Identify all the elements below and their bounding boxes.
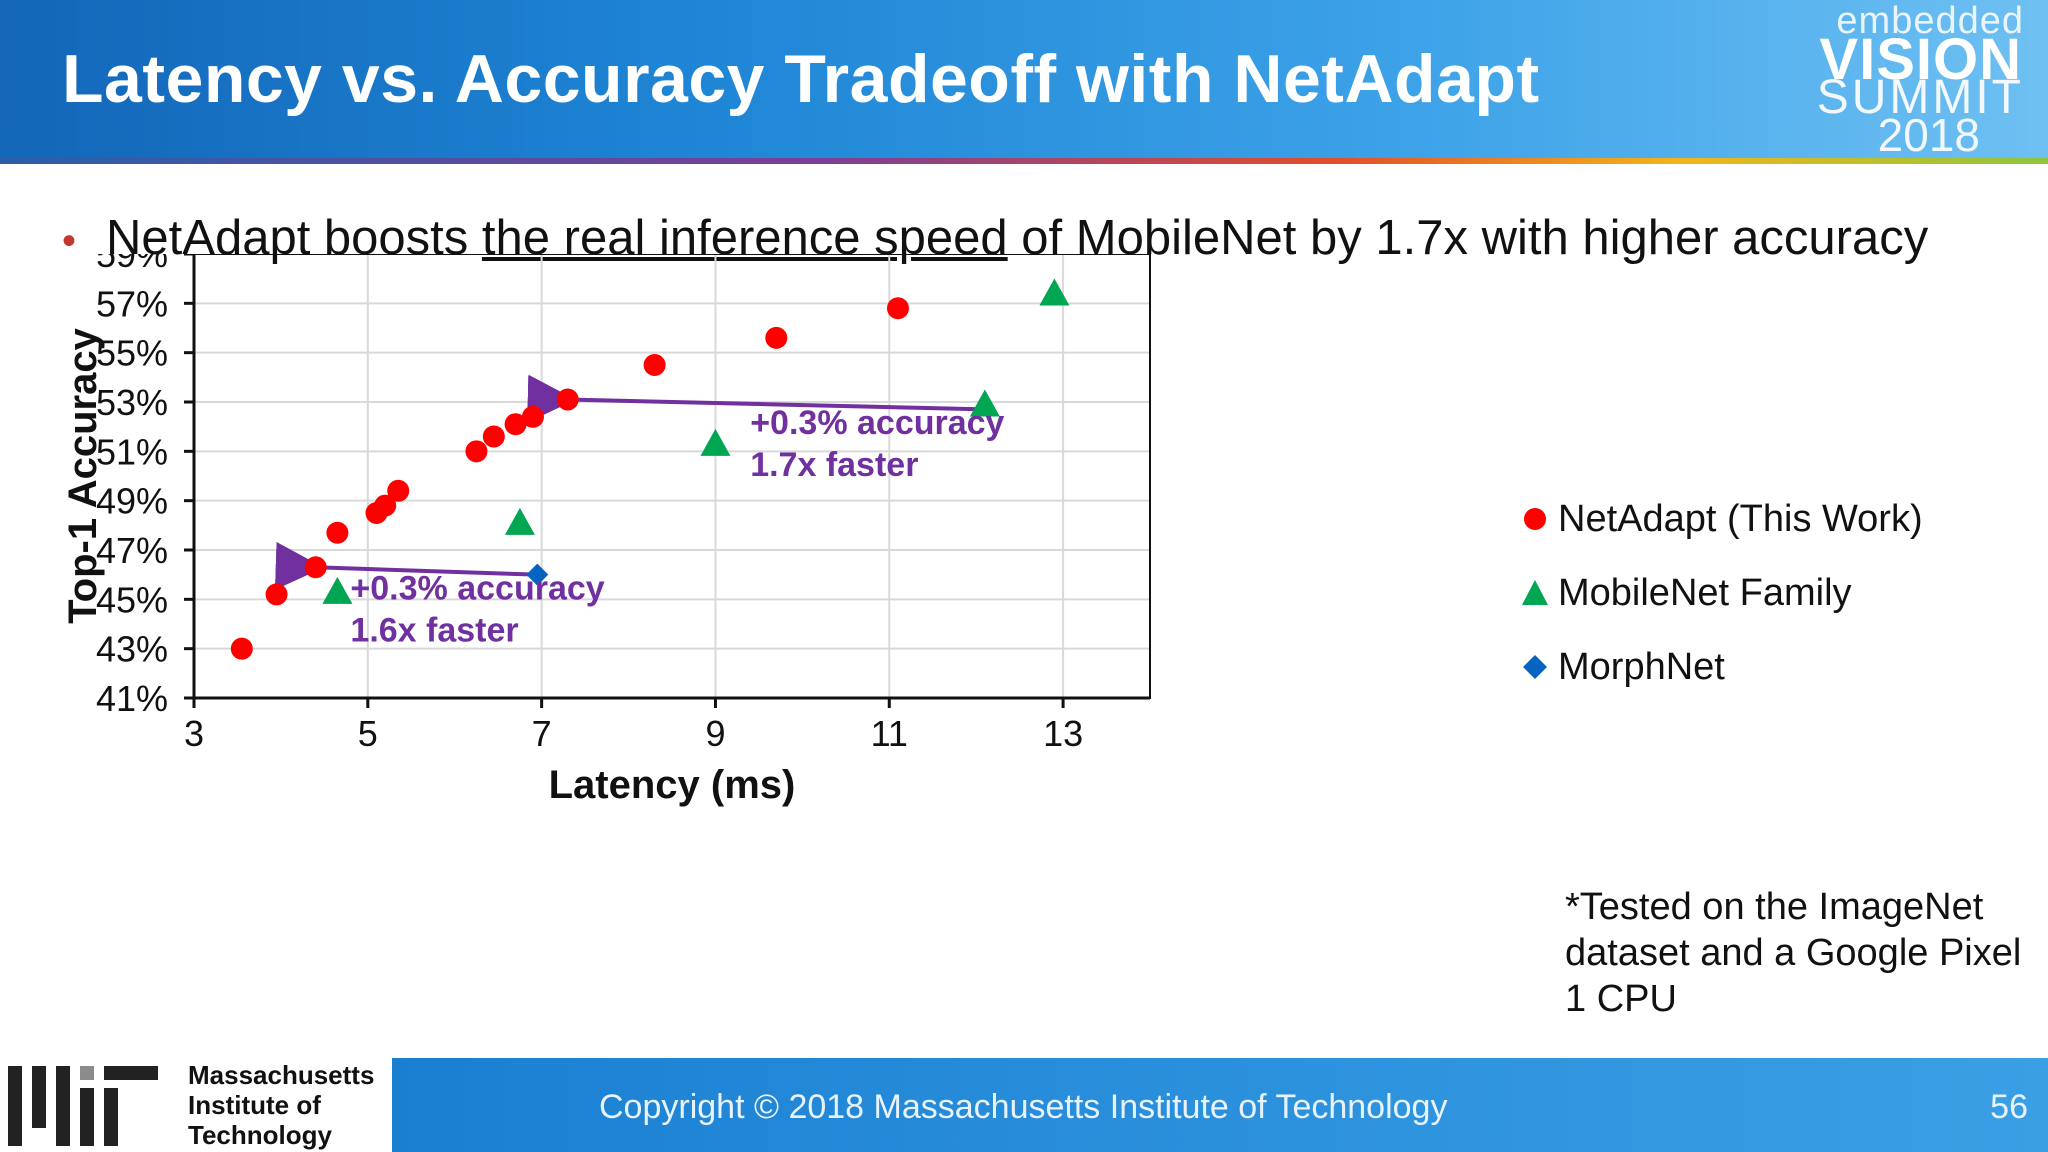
embedded-vision-summit-logo: embedded VISION SUMMIT 2018 — [1817, 0, 2024, 161]
green-triangle-marker-icon — [1522, 580, 1548, 605]
y-tick-label: 49% — [96, 481, 168, 522]
netadapt-point — [504, 413, 527, 436]
mit-name-line-1: Massachusetts — [188, 1060, 375, 1090]
mobilenet-point — [504, 507, 535, 535]
x-tick-label: 11 — [871, 713, 908, 754]
x-axis-title: Latency (ms) — [549, 763, 796, 807]
latency-accuracy-chart: 41% 43% 45% 47% 49% 51% 53% 55% 57% 59% 3 5 7 9 11 13 La… — [61, 254, 1151, 807]
netadapt-point — [521, 405, 544, 428]
netadapt-point — [465, 440, 488, 463]
footer-bar — [392, 1058, 2048, 1152]
netadapt-point — [387, 479, 410, 502]
slide-header: Latency vs. Accuracy Tradeoff with NetAd… — [0, 0, 2048, 161]
y-tick-label: 59% — [96, 254, 168, 275]
header-color-rule — [0, 158, 2048, 164]
x-tick-label: 9 — [705, 713, 725, 754]
netadapt-point — [886, 297, 909, 320]
mit-logo-icon — [8, 1066, 158, 1146]
netadapt-point — [230, 637, 253, 660]
legend-label: MorphNet — [1558, 646, 1725, 688]
y-tick-label: 53% — [96, 382, 168, 423]
bullet-point: • NetAdapt boosts the real inference spee… — [62, 210, 1928, 266]
bullet-text-underlined: the real inference speed — [481, 211, 1008, 265]
x-tick-label: 13 — [1043, 713, 1083, 754]
plot-frame — [193, 254, 1151, 699]
annotation-label-accuracy: +0.3% accuracy — [750, 404, 1004, 442]
mit-name-line-2: Institute of — [188, 1090, 321, 1120]
y-tick-label: 55% — [96, 333, 168, 374]
brand-line-year: 2018 — [1877, 109, 1980, 161]
mobilenet-point — [969, 389, 1000, 417]
netadapt-point — [556, 388, 579, 411]
bullet-text-start: NetAdapt boosts — [106, 211, 482, 265]
mobilenet-point — [700, 428, 731, 456]
mit-name: Massachusetts Institute of Technology — [188, 1060, 374, 1150]
annotation-arrow — [274, 541, 538, 590]
y-tick-label: 45% — [96, 579, 168, 620]
netadapt-point — [643, 354, 666, 376]
mit-name-line-3: Technology — [188, 1120, 332, 1150]
morphnet-point — [526, 563, 549, 586]
legend-label: NetAdapt (This Work) — [1558, 498, 1923, 540]
mobilenet-point — [1039, 278, 1070, 306]
test-footnote: *Tested on the ImageNet dataset and a Go… — [1565, 886, 2022, 1020]
y-tick-label: 47% — [96, 530, 168, 571]
y-tick-label: 41% — [96, 678, 168, 719]
netadapt-point — [304, 556, 327, 579]
brand-line-embedded: embedded — [1836, 0, 2024, 42]
page-number: 56 — [1990, 1088, 2028, 1126]
brand-line-summit: SUMMIT — [1816, 71, 2024, 124]
netadapt-point — [265, 583, 288, 606]
netadapt-point — [374, 494, 397, 517]
x-tick-label: 5 — [358, 713, 378, 754]
x-tick-label: 7 — [532, 713, 552, 754]
annotation-label-accuracy: +0.3% accuracy — [350, 569, 604, 607]
y-axis-title: Top-1 Accuracy — [61, 327, 105, 623]
annotation-label-speed: 1.7x faster — [750, 446, 918, 484]
x-tick-label: 3 — [184, 713, 204, 754]
bullet-marker: • — [62, 218, 77, 263]
slide-title: Latency vs. Accuracy Tradeoff with NetAd… — [62, 41, 1540, 117]
netadapt-point — [326, 521, 349, 544]
y-tick-label: 57% — [96, 283, 168, 324]
netadapt-point — [482, 425, 505, 448]
annotation-arrow — [527, 374, 985, 423]
legend-label: MobileNet Family — [1558, 572, 1852, 614]
blue-diamond-marker-icon — [1523, 655, 1547, 679]
y-tick-label: 43% — [96, 629, 168, 670]
mobilenet-point — [322, 576, 353, 604]
copyright-text: Copyright © 2018 Massachusetts Institute… — [599, 1088, 1448, 1126]
annotation-label-speed: 1.6x faster — [350, 611, 518, 649]
y-tick-label: 51% — [96, 431, 168, 472]
brand-line-vision: VISION — [1819, 27, 2022, 92]
red-circle-marker-icon — [1524, 508, 1546, 530]
netadapt-point — [765, 326, 788, 349]
bullet-text-end: of MobileNet by 1.7x with higher accurac… — [1007, 211, 1929, 265]
